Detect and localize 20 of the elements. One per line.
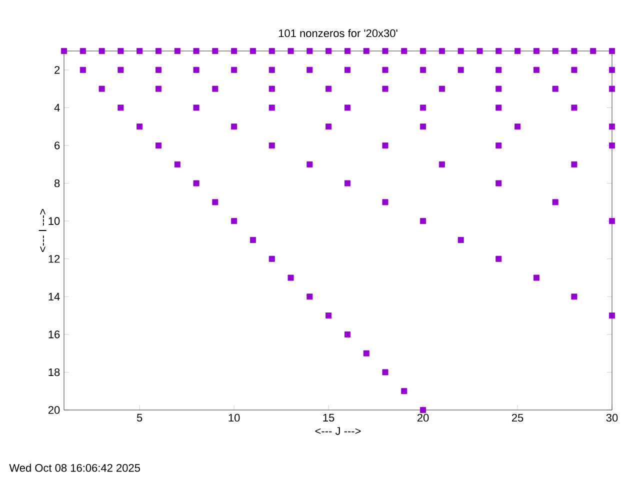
y-tick-label: 16 bbox=[48, 330, 60, 338]
y-tick-label: 10 bbox=[48, 217, 60, 225]
x-tick-label: 5 bbox=[136, 414, 142, 422]
y-tick-label: 18 bbox=[48, 368, 60, 376]
text: Wed Oct 08 16:06:42 2025 bbox=[9, 464, 140, 472]
y-tick-label: 8 bbox=[54, 179, 60, 188]
y-tick-label: 14 bbox=[48, 292, 60, 300]
x-axis-title: <--- J ---> bbox=[315, 427, 361, 435]
y-axis-title: <--- I ---> bbox=[38, 209, 46, 252]
y-tick-label: 12 bbox=[48, 255, 60, 263]
x-tick-label: 25 bbox=[512, 414, 524, 422]
chart-title: 101 nonzeros for '20x30' bbox=[278, 29, 398, 38]
x-tick-label: 10 bbox=[228, 414, 240, 422]
y-tick-label: 2 bbox=[54, 66, 60, 74]
x-tick-label: 30 bbox=[606, 414, 618, 422]
y-tick-label: 4 bbox=[54, 104, 60, 112]
x-tick-label: 15 bbox=[323, 414, 334, 422]
x-tick-label: 20 bbox=[417, 414, 429, 422]
y-tick-label: 20 bbox=[48, 406, 60, 414]
y-tick-label: 6 bbox=[54, 142, 60, 150]
